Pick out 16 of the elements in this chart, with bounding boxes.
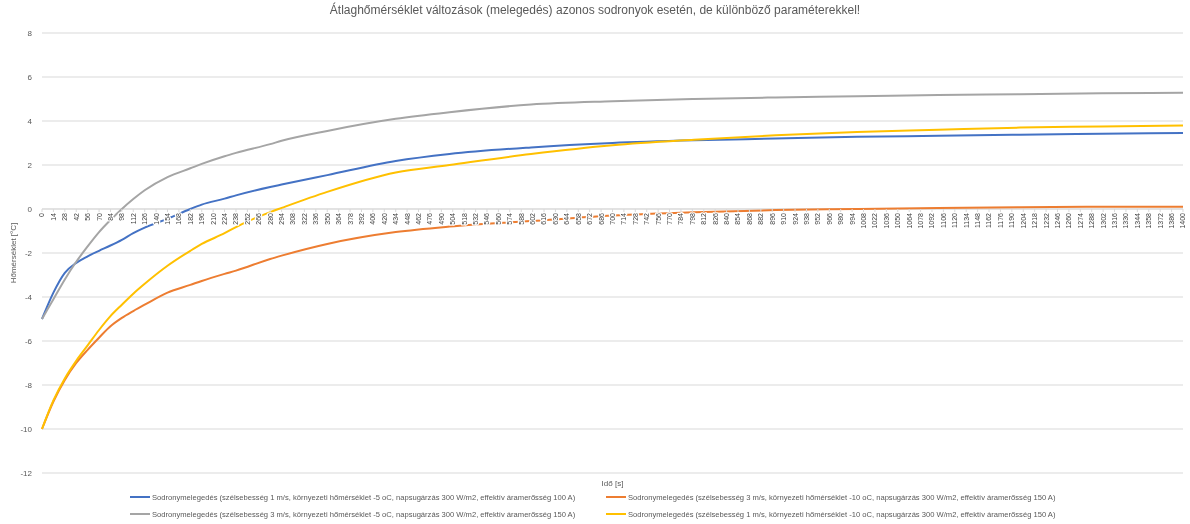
y-tick-label: 0 bbox=[27, 204, 33, 214]
y-tick-label: 4 bbox=[27, 116, 33, 126]
y-tick-label: 2 bbox=[27, 160, 33, 170]
y-tick-label: -10 bbox=[20, 424, 33, 434]
y-tick-label: 8 bbox=[27, 28, 33, 38]
y-axis-title: Hőmérséklet [°C] bbox=[9, 222, 18, 284]
chart-title: Átlaghőmérséklet változások (melegedés) azonos sodronyok esetén, de különböző paraméterekkel! bbox=[329, 2, 861, 17]
x-axis-title: Idő [s] bbox=[601, 479, 624, 488]
y-tick-label: -4 bbox=[24, 292, 33, 302]
y-tick-label: -2 bbox=[24, 248, 33, 258]
y-tick-label: -12 bbox=[20, 468, 33, 478]
y-tick-label: -6 bbox=[24, 336, 33, 346]
y-tick-label: 6 bbox=[27, 72, 33, 82]
y-tick-label: -8 bbox=[24, 380, 33, 390]
line-series bbox=[41, 124, 1184, 430]
line-series bbox=[41, 91, 1184, 320]
